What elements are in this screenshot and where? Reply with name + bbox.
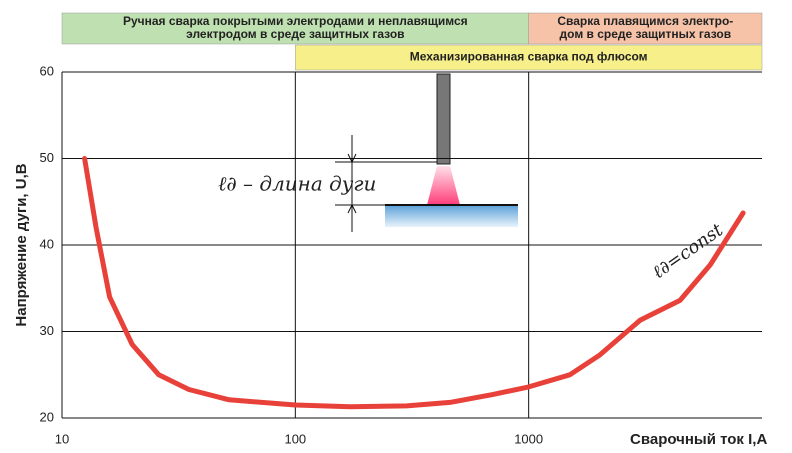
band-label: Сварка плавящимся электро- bbox=[557, 14, 733, 28]
x-tick-label: 1000 bbox=[514, 431, 543, 446]
y-tick-label: 20 bbox=[40, 409, 54, 424]
y-tick-label: 40 bbox=[40, 236, 54, 251]
band bbox=[295, 44, 763, 71]
x-tick-label: 10 bbox=[55, 431, 69, 446]
y-tick-label: 30 bbox=[40, 323, 54, 338]
band-label: Механизированная сварка под флюсом bbox=[410, 50, 648, 64]
curve-label: ℓ∂=const bbox=[649, 219, 728, 283]
band bbox=[61, 12, 529, 45]
arc-length-label: ℓ∂ – длина дуги bbox=[218, 172, 376, 196]
y-axis-title: Напряжение дуги, U,B bbox=[13, 163, 30, 326]
band-label: Ручная сварка покрытыми электродами и не… bbox=[123, 14, 468, 28]
torch-diagram bbox=[335, 73, 518, 232]
data-line bbox=[82, 156, 746, 410]
y-tick-label: 60 bbox=[40, 63, 54, 78]
y-tick-label: 50 bbox=[40, 150, 54, 165]
band-label: электродом в среде защитных газов bbox=[186, 27, 404, 41]
x-axis-title: Сварочный ток I,A bbox=[630, 431, 767, 448]
x-tick-label: 100 bbox=[284, 431, 306, 446]
band-label: дом в среде защитных газов bbox=[560, 27, 732, 41]
band bbox=[528, 12, 763, 45]
